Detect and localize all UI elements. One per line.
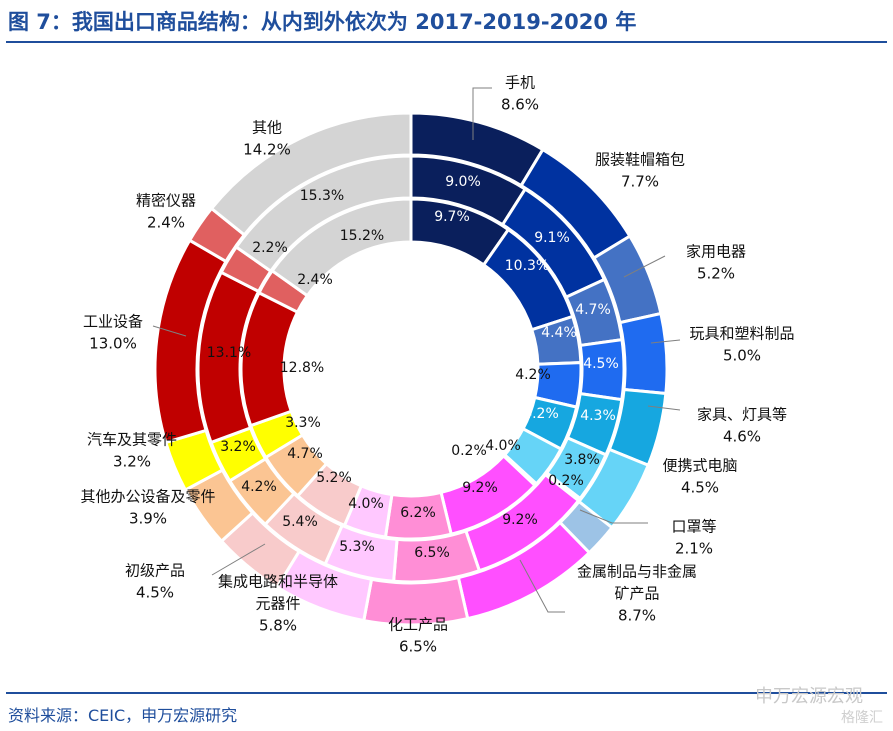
- category-label-14-0: 精密仪器: [136, 192, 196, 210]
- value-label-2020-9: 5.8%: [259, 617, 297, 635]
- value-label-2017-1: 10.3%: [505, 258, 549, 274]
- footer-rule: [6, 692, 887, 694]
- value-label-2020-1: 7.7%: [621, 173, 659, 191]
- leader-line-3: [650, 339, 681, 344]
- source-note: 资料来源：CEIC，申万宏源研究: [8, 706, 238, 725]
- value-label-2017-2: 4.4%: [541, 325, 577, 341]
- value-label-2017-4: 4.2%: [523, 406, 559, 422]
- value-label-2020-2: 5.2%: [697, 265, 735, 283]
- value-label-2019-5: 3.8%: [564, 452, 600, 468]
- category-label-9-1: 元器件: [255, 595, 300, 613]
- value-label-2017-13: 12.8%: [280, 360, 324, 376]
- value-label-2017-3: 4.2%: [515, 367, 551, 383]
- leader-line-6: [579, 509, 648, 524]
- category-label-7-1: 矿产品: [614, 585, 659, 603]
- value-label-2019-3: 4.5%: [583, 356, 619, 372]
- category-label-0-0: 手机: [505, 74, 535, 92]
- leader-line-13: [152, 325, 187, 337]
- value-label-2017-14: 2.4%: [297, 272, 333, 288]
- value-label-2020-10: 4.5%: [136, 584, 174, 602]
- category-label-12-0: 汽车及其零件: [87, 431, 177, 449]
- leader-line-4: [647, 405, 681, 411]
- category-label-3-0: 玩具和塑料制品: [689, 325, 794, 343]
- value-label-2019-14: 2.2%: [252, 240, 288, 256]
- value-label-2020-0: 8.6%: [501, 96, 539, 114]
- category-label-6-0: 口罩等: [671, 518, 716, 536]
- value-label-2019-7: 9.2%: [502, 512, 538, 528]
- value-label-2019-9: 5.3%: [339, 539, 375, 555]
- value-label-2020-11: 3.9%: [129, 510, 167, 528]
- value-label-2017-15: 15.2%: [340, 228, 384, 244]
- category-label-8-0: 化工产品: [388, 616, 448, 634]
- value-label-2019-1: 9.1%: [534, 230, 570, 246]
- value-label-2019-13: 13.1%: [207, 345, 251, 361]
- value-label-2019-0: 9.0%: [445, 174, 481, 190]
- category-label-15-0: 其他: [252, 119, 282, 137]
- slice-2020-3: [618, 311, 669, 396]
- value-label-2020-7: 8.7%: [618, 607, 656, 625]
- value-label-2020-6: 2.1%: [675, 540, 713, 558]
- value-label-2019-10: 5.4%: [282, 514, 318, 530]
- value-label-2017-10: 5.2%: [316, 470, 352, 486]
- category-label-2-0: 家用电器: [686, 243, 746, 261]
- value-label-2020-3: 5.0%: [723, 347, 761, 365]
- value-label-2019-6: 0.2%: [548, 473, 584, 489]
- value-label-2017-7: 9.2%: [462, 480, 498, 496]
- category-label-4-0: 家具、灯具等: [697, 406, 787, 424]
- category-label-13-0: 工业设备: [83, 313, 143, 331]
- value-label-2020-13: 13.0%: [89, 335, 137, 353]
- value-label-2020-4: 4.6%: [723, 428, 761, 446]
- slice-2020-15: [209, 111, 413, 237]
- category-label-11-0: 其他办公设备及零件: [80, 488, 215, 506]
- value-label-2017-9: 4.0%: [348, 496, 384, 512]
- value-label-2017-0: 9.7%: [434, 209, 470, 225]
- value-label-2017-5: 4.0%: [485, 438, 521, 454]
- leader-line-7: [519, 559, 565, 613]
- value-label-2019-12: 3.2%: [220, 439, 256, 455]
- value-label-2020-12: 3.2%: [113, 453, 151, 471]
- value-label-2020-14: 2.4%: [147, 214, 185, 232]
- value-label-2019-8: 6.5%: [414, 545, 450, 561]
- value-label-2017-12: 3.3%: [285, 415, 321, 431]
- value-label-2017-8: 6.2%: [400, 505, 436, 521]
- chart-title: 图 7：我国出口商品结构：从内到外依次为 2017-2019-2020 年: [8, 10, 637, 34]
- value-label-2019-4: 4.3%: [580, 408, 616, 424]
- category-label-5-0: 便携式电脑: [662, 457, 737, 475]
- value-label-2020-8: 6.5%: [399, 638, 437, 656]
- value-label-2017-11: 4.7%: [287, 446, 323, 462]
- leader-line-0: [472, 87, 492, 140]
- watermark-secondary: 格隆汇: [841, 710, 883, 726]
- leader-line-2: [623, 255, 666, 278]
- title-rule: [6, 41, 887, 43]
- category-label-7-0: 金属制品与非金属: [577, 563, 697, 581]
- value-label-2019-2: 4.7%: [575, 302, 611, 318]
- value-label-2020-15: 14.2%: [243, 141, 291, 159]
- value-label-2019-15: 15.3%: [300, 188, 344, 204]
- value-label-2017-6: 0.2%: [451, 443, 487, 459]
- value-label-2020-5: 4.5%: [681, 479, 719, 497]
- value-label-2019-11: 4.2%: [241, 479, 277, 495]
- leader-line-10: [211, 543, 266, 576]
- category-label-9-0: 集成电路和半导体: [218, 573, 338, 591]
- watermark: 申万宏源宏观: [755, 686, 863, 707]
- category-label-10-0: 初级产品: [125, 562, 185, 580]
- category-label-1-0: 服装鞋帽箱包: [595, 151, 685, 169]
